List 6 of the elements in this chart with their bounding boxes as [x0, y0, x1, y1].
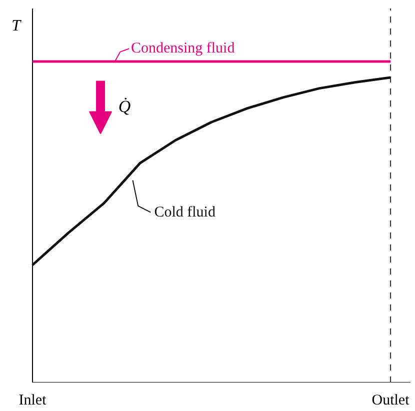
annotation: Q̇	[118, 96, 131, 116]
x-tick-label: Inlet	[18, 392, 48, 408]
y-axis-title: T	[12, 18, 22, 35]
text: Cold fluid	[154, 204, 216, 220]
legend-label: Condensing fluid	[130, 40, 236, 57]
x-tick-label: Outlet	[372, 392, 410, 408]
